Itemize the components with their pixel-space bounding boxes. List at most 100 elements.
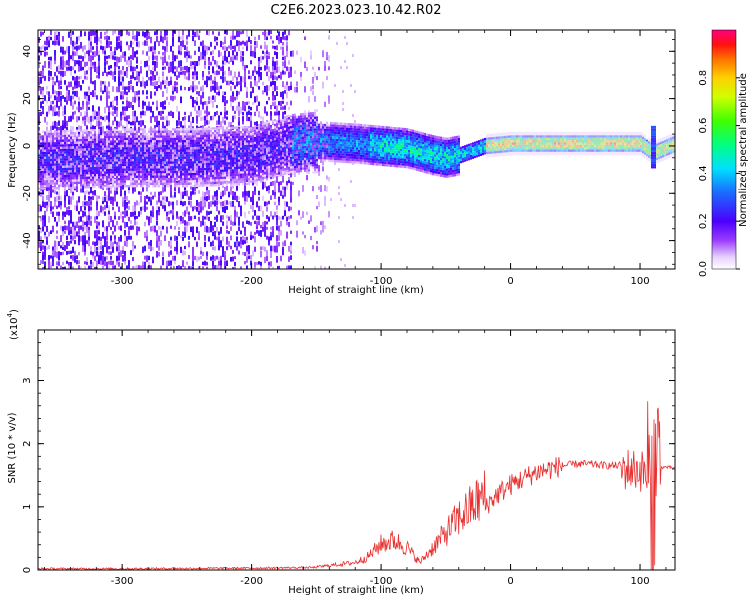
heatmap-cell (144, 128, 146, 131)
heatmap-cell (130, 140, 132, 143)
heatmap-cell (142, 81, 144, 87)
heatmap-cell (76, 231, 78, 237)
heatmap-cell (128, 56, 130, 62)
heatmap-cell (238, 121, 240, 126)
heatmap-cell (62, 106, 64, 111)
heatmap-cell (158, 166, 160, 169)
heatmap-cell (98, 245, 100, 251)
heatmap-cell (50, 95, 52, 99)
heatmap-cell (42, 180, 44, 183)
heatmap-cell (134, 140, 136, 143)
heatmap-cell (192, 191, 194, 195)
heatmap-cell (150, 116, 152, 123)
heatmap-cell (62, 134, 64, 138)
heatmap-cell (40, 76, 42, 83)
heatmap-cell (200, 139, 202, 142)
heatmap-cell (92, 183, 94, 186)
heatmap-cell (222, 71, 224, 77)
heatmap-cell (40, 80, 42, 84)
heatmap-cell (54, 175, 56, 178)
heatmap-cell (212, 115, 214, 121)
heatmap-cell (98, 176, 100, 179)
heatmap-cell (48, 137, 50, 140)
heatmap-cell (148, 255, 150, 261)
heatmap-cell (160, 128, 162, 131)
heatmap-cell (228, 231, 230, 235)
heatmap-cell (240, 140, 242, 143)
heatmap-cell (86, 116, 88, 123)
heatmap-cell (44, 177, 46, 181)
heatmap-cell (194, 255, 196, 261)
heatmap-cell (222, 55, 224, 63)
heatmap-cell (224, 164, 226, 168)
heatmap-cell (214, 265, 216, 269)
heatmap-cell (164, 201, 166, 209)
heatmap-cell (230, 183, 232, 186)
heatmap-cell (210, 160, 212, 163)
heatmap-cell (204, 221, 206, 228)
heatmap-cell (190, 182, 192, 185)
heatmap-cell (122, 101, 124, 105)
heatmap-cell (66, 235, 68, 241)
heatmap-cell (162, 225, 164, 230)
heatmap-cell (116, 201, 118, 207)
heatmap-cell (120, 185, 122, 191)
heatmap-cell (56, 266, 58, 269)
heatmap-cell (64, 211, 66, 217)
heatmap-cell (138, 177, 140, 181)
heatmap-cell (210, 158, 212, 161)
heatmap-cell (38, 151, 40, 155)
heatmap-cell (58, 191, 60, 197)
heatmap-cell (164, 46, 166, 52)
heatmap-cell (232, 180, 234, 184)
heatmap-cell (188, 71, 190, 77)
heatmap-cell (108, 142, 110, 146)
heatmap-cell (70, 155, 72, 159)
heatmap-cell (162, 105, 164, 110)
heatmap-cell (116, 154, 118, 157)
heatmap-cell (58, 163, 60, 166)
heatmap-cell (210, 184, 212, 187)
heatmap-cell (72, 174, 74, 178)
heatmap-cell (174, 137, 176, 141)
heatmap-cell (124, 158, 126, 162)
heatmap-cell (74, 46, 76, 50)
heatmap-cell (234, 157, 236, 160)
heatmap-cell (84, 171, 86, 175)
heatmap-cell (222, 160, 224, 163)
heatmap-cell (38, 130, 40, 133)
heatmap-cell (238, 166, 240, 169)
heatmap-cell (144, 125, 146, 131)
heatmap-cell (124, 205, 126, 211)
heatmap-cell (128, 265, 130, 269)
heatmap-cell (62, 261, 64, 266)
heatmap-cell (48, 139, 50, 143)
heatmap-cell (120, 156, 122, 160)
heatmap-cell (198, 201, 200, 208)
heatmap-cell (192, 156, 194, 159)
heatmap-cell (152, 140, 154, 143)
heatmap-cell (124, 182, 126, 185)
heatmap-cell (198, 206, 200, 212)
heatmap-cell (54, 60, 56, 65)
heatmap-cell (62, 60, 64, 67)
heatmap-cell (154, 137, 156, 141)
heatmap-cell (144, 173, 146, 176)
heatmap-cell (136, 156, 138, 159)
heatmap-cell (74, 205, 76, 210)
heatmap-cell (130, 80, 132, 85)
heatmap-cell (152, 135, 154, 138)
heatmap-cell (112, 137, 114, 141)
heatmap-cell (94, 255, 96, 262)
heatmap-cell (224, 176, 226, 179)
heatmap-cell (214, 181, 216, 186)
heatmap-cell (228, 174, 230, 177)
heatmap-cell (96, 45, 98, 53)
heatmap-cell (200, 246, 202, 251)
heatmap-cell (96, 171, 98, 174)
heatmap-cell (166, 40, 168, 47)
heatmap-cell (144, 130, 146, 133)
heatmap-cell (48, 255, 50, 262)
heatmap-cell (98, 251, 100, 257)
heatmap-cell (180, 144, 182, 148)
